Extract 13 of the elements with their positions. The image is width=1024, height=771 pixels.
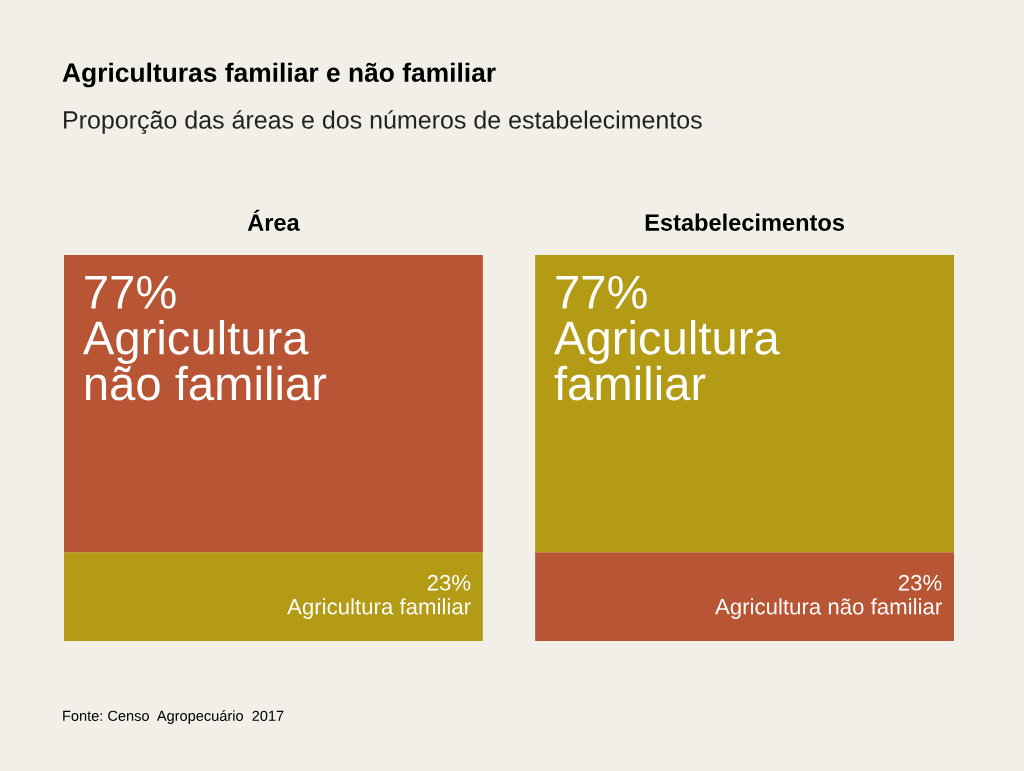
chart-title: Agriculturas familiar e não familiar [62, 62, 496, 88]
annotation: Agricultura não familiar [715, 598, 942, 619]
annotation: Agricultura não familiar [82, 320, 327, 401]
data-label: 23% [898, 574, 942, 591]
annotation: Agricultura familiar [554, 320, 780, 401]
data-label: 77% [556, 275, 647, 309]
chart-subtitle: Proporção das áreas e dos números de estabelecimentos [64, 110, 702, 134]
x-tick-label: Área [247, 209, 300, 231]
annotation: Agricultura familiar [287, 598, 471, 619]
x-tick-label: Estabelecimentos [645, 213, 844, 231]
data-label: 77% [85, 275, 176, 309]
source-note: Fonte: Censo Agropecuário 2017 [63, 710, 284, 724]
data-label: 23% [427, 574, 471, 591]
